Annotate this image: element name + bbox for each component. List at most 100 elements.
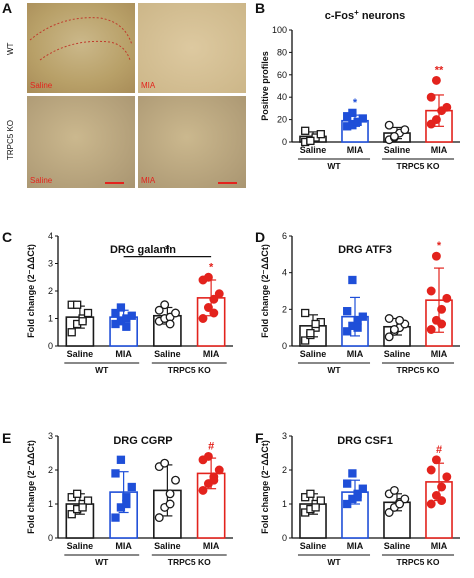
x-tick-label: MIA	[115, 349, 132, 359]
data-point	[83, 308, 93, 318]
y-tick-label: 100	[272, 25, 287, 35]
group-label: WT	[327, 161, 341, 171]
data-point	[437, 496, 447, 506]
data-point	[384, 508, 394, 517]
data-point	[348, 469, 357, 478]
data-point	[431, 115, 441, 125]
data-point	[78, 317, 87, 326]
y-tick-label: 3	[48, 259, 53, 269]
y-axis-label: Positive profiles	[260, 51, 270, 121]
panel-label-e: E	[2, 430, 11, 446]
y-axis-label: Fold change (2⁻ΔΔCt)	[26, 244, 36, 338]
data-point	[122, 493, 131, 502]
y-tick-label: 4	[282, 268, 287, 278]
data-point	[78, 503, 87, 512]
data-point	[442, 293, 452, 303]
group-label: WT	[327, 557, 341, 567]
x-tick-label: MIA	[431, 145, 448, 155]
data-point	[343, 479, 352, 488]
data-point	[203, 272, 213, 282]
x-tick-label: MIA	[431, 349, 448, 359]
chart-title: DRG CGRP	[113, 435, 172, 447]
data-point	[395, 499, 405, 509]
y-tick-label: 3	[48, 431, 53, 441]
data-point	[384, 314, 394, 323]
data-point	[348, 108, 357, 118]
y-tick-label: 2	[282, 304, 287, 314]
data-point	[311, 503, 320, 512]
y-tick-label: 1	[282, 499, 287, 509]
data-point	[358, 312, 367, 321]
chart-f: F DRG CSF1 0 1 2 3 Fold change (2⁻ΔΔCt) Saline M…	[255, 430, 460, 567]
chart-d: D DRG ATF3 0 2 4 6 Fold change (2⁻ΔΔCt) Saline M…	[255, 229, 460, 375]
x-tick-label: MIA	[347, 145, 364, 155]
data-point	[316, 130, 325, 139]
data-point	[165, 499, 175, 509]
data-point	[442, 472, 452, 482]
data-point	[348, 275, 357, 285]
data-point	[358, 114, 367, 123]
x-tick-label: Saline	[154, 541, 181, 551]
row-label-wt: WT	[6, 42, 15, 55]
data-point	[209, 475, 219, 485]
group-label: TRPC5 KO	[397, 365, 440, 375]
significance-marker: *	[209, 261, 214, 273]
group-label: WT	[95, 365, 109, 375]
x-tick-label: Saline	[67, 349, 94, 359]
x-tick-label: Saline	[300, 145, 327, 155]
x-tick-label: Saline	[67, 541, 94, 551]
data-point	[160, 300, 170, 310]
data-point	[426, 286, 436, 296]
micrograph-label: MIA	[141, 81, 156, 90]
y-tick-label: 80	[277, 47, 287, 57]
data-point	[343, 307, 352, 316]
data-point	[426, 325, 436, 334]
y-tick-label: 2	[282, 465, 287, 475]
data-point	[400, 125, 410, 135]
significance-marker: *	[437, 240, 442, 252]
x-tick-label: MIA	[347, 349, 364, 359]
data-point	[389, 325, 399, 334]
data-point	[83, 496, 93, 505]
group-label: TRPC5 KO	[397, 161, 440, 171]
y-tick-label: 4	[48, 231, 53, 241]
data-point	[203, 303, 213, 312]
y-tick-label: 40	[277, 92, 287, 102]
y-tick-label: 6	[282, 231, 287, 241]
micrograph-ko-saline: Saline	[27, 96, 135, 188]
y-tick-label: 0	[282, 341, 287, 351]
chart-title: DRG ATF3	[338, 244, 392, 256]
chart-title: DRG galanin	[110, 244, 176, 256]
x-tick-label: Saline	[384, 349, 411, 359]
y-tick-label: 0	[48, 341, 53, 351]
panel-label-b: B	[255, 0, 265, 16]
data-point	[165, 319, 175, 329]
x-tick-label: Saline	[300, 349, 327, 359]
data-point	[111, 308, 120, 318]
micrograph-wt-saline: Saline	[27, 3, 135, 93]
group-label: TRPC5 KO	[168, 365, 211, 375]
chart-c: C DRG galanin 0 1 2 3 4 Fold change (2⁻ΔΔCt) Sal…	[2, 229, 233, 375]
y-tick-label: 1	[48, 499, 53, 509]
data-point	[343, 327, 352, 336]
data-point	[389, 485, 399, 495]
data-point	[437, 304, 447, 314]
data-point	[301, 336, 310, 345]
data-point	[301, 308, 310, 318]
data-point	[384, 120, 394, 130]
data-point	[311, 319, 320, 329]
y-tick-label: 2	[48, 465, 53, 475]
data-point	[426, 499, 436, 509]
group-label: WT	[95, 557, 109, 567]
row-label-trpc5-ko: TRPC5 KO	[6, 120, 15, 160]
y-tick-label: 60	[277, 70, 287, 80]
data-point	[426, 465, 436, 475]
micrograph-label: Saline	[30, 176, 53, 185]
micrograph-wt-mia: MIA	[138, 3, 246, 93]
data-point	[358, 484, 367, 493]
panel-label-a: A	[2, 0, 12, 16]
data-point	[127, 482, 136, 492]
